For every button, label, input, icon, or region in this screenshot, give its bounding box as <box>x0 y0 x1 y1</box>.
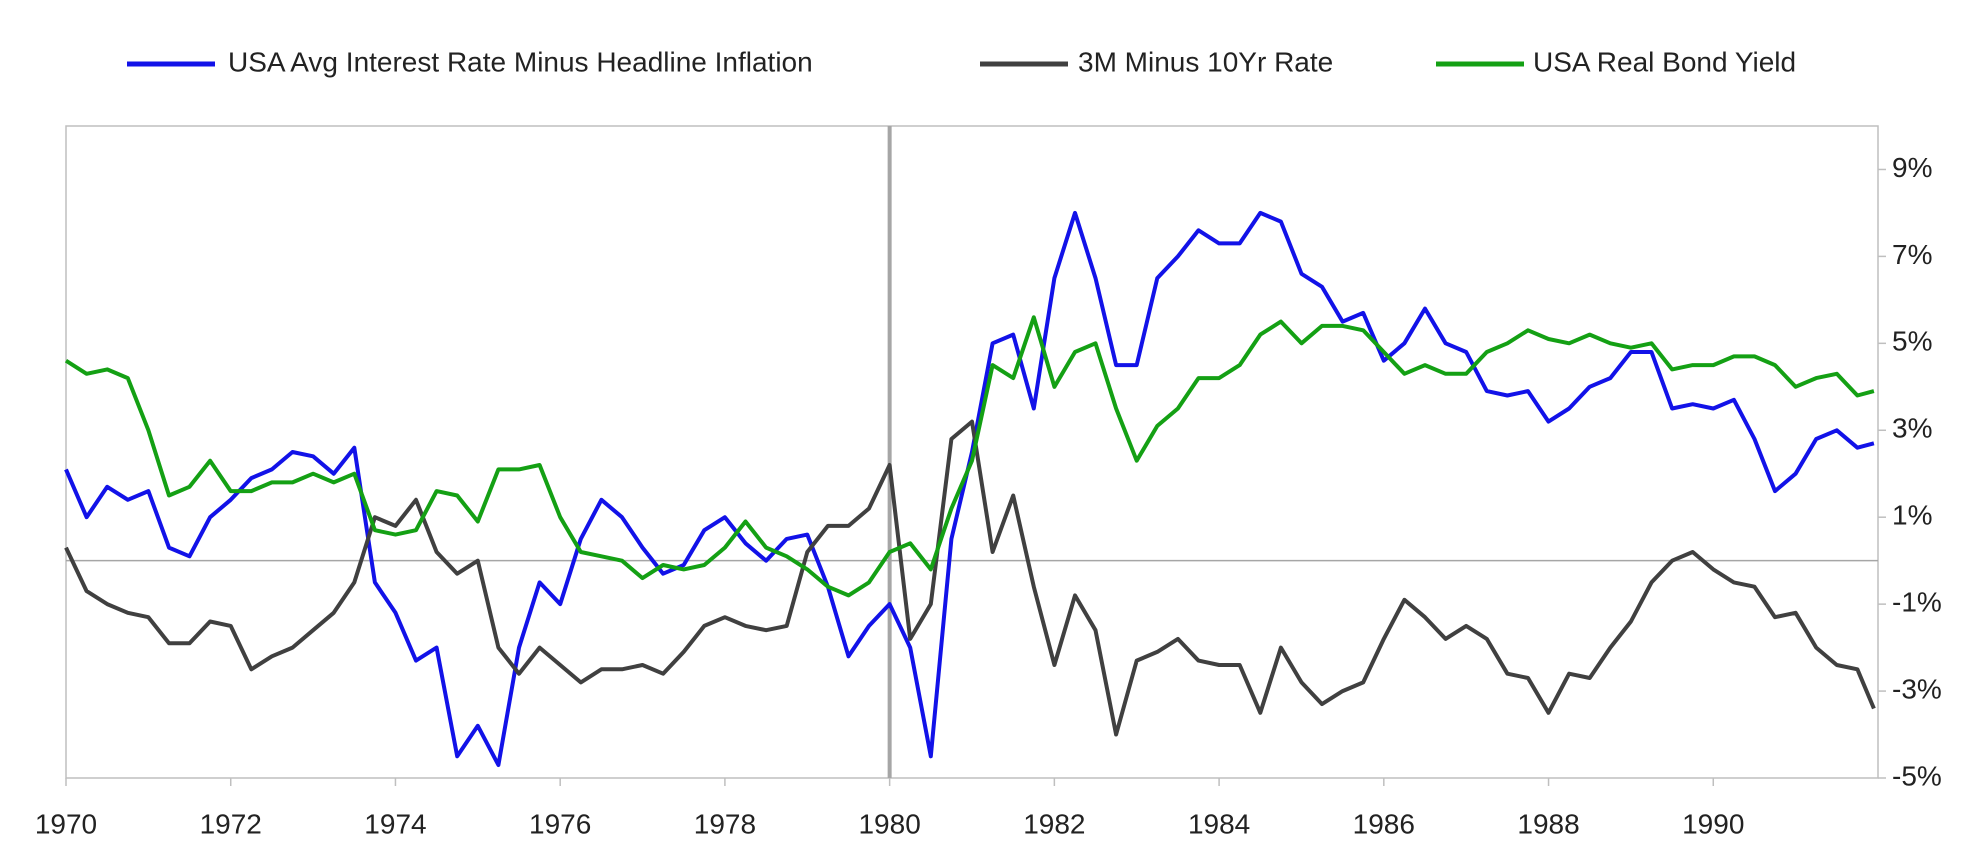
x-tick-label: 1988 <box>1517 808 1579 839</box>
x-tick-label: 1984 <box>1188 808 1250 839</box>
plot-area <box>65 125 1879 779</box>
x-tick-label: 1976 <box>529 808 591 839</box>
series-line <box>64 315 1875 598</box>
legend-label: USA Avg Interest Rate Minus Headline Inf… <box>228 46 813 77</box>
x-tick-label: 1990 <box>1682 808 1744 839</box>
y-tick-label: 1% <box>1892 500 1932 531</box>
x-tick-label: 1970 <box>35 808 97 839</box>
legend-label: 3M Minus 10Yr Rate <box>1078 46 1333 77</box>
y-tick-label: 3% <box>1892 413 1932 444</box>
x-tick-label: 1980 <box>858 808 920 839</box>
x-tick-label: 1972 <box>200 808 262 839</box>
x-tick-label: 1978 <box>694 808 756 839</box>
y-tick-label: -5% <box>1892 760 1942 791</box>
x-tick-label: 1986 <box>1353 808 1415 839</box>
x-tick-label: 1982 <box>1023 808 1085 839</box>
y-tick-label: 5% <box>1892 326 1932 357</box>
series-line <box>64 210 1875 767</box>
legend-label: USA Real Bond Yield <box>1533 46 1796 77</box>
y-tick-label: -1% <box>1892 587 1942 618</box>
y-tick-label: -3% <box>1892 673 1942 704</box>
x-tick-label: 1974 <box>364 808 426 839</box>
y-tick-label: 9% <box>1892 152 1932 183</box>
series-line <box>64 419 1876 737</box>
y-tick-label: 7% <box>1892 239 1932 270</box>
